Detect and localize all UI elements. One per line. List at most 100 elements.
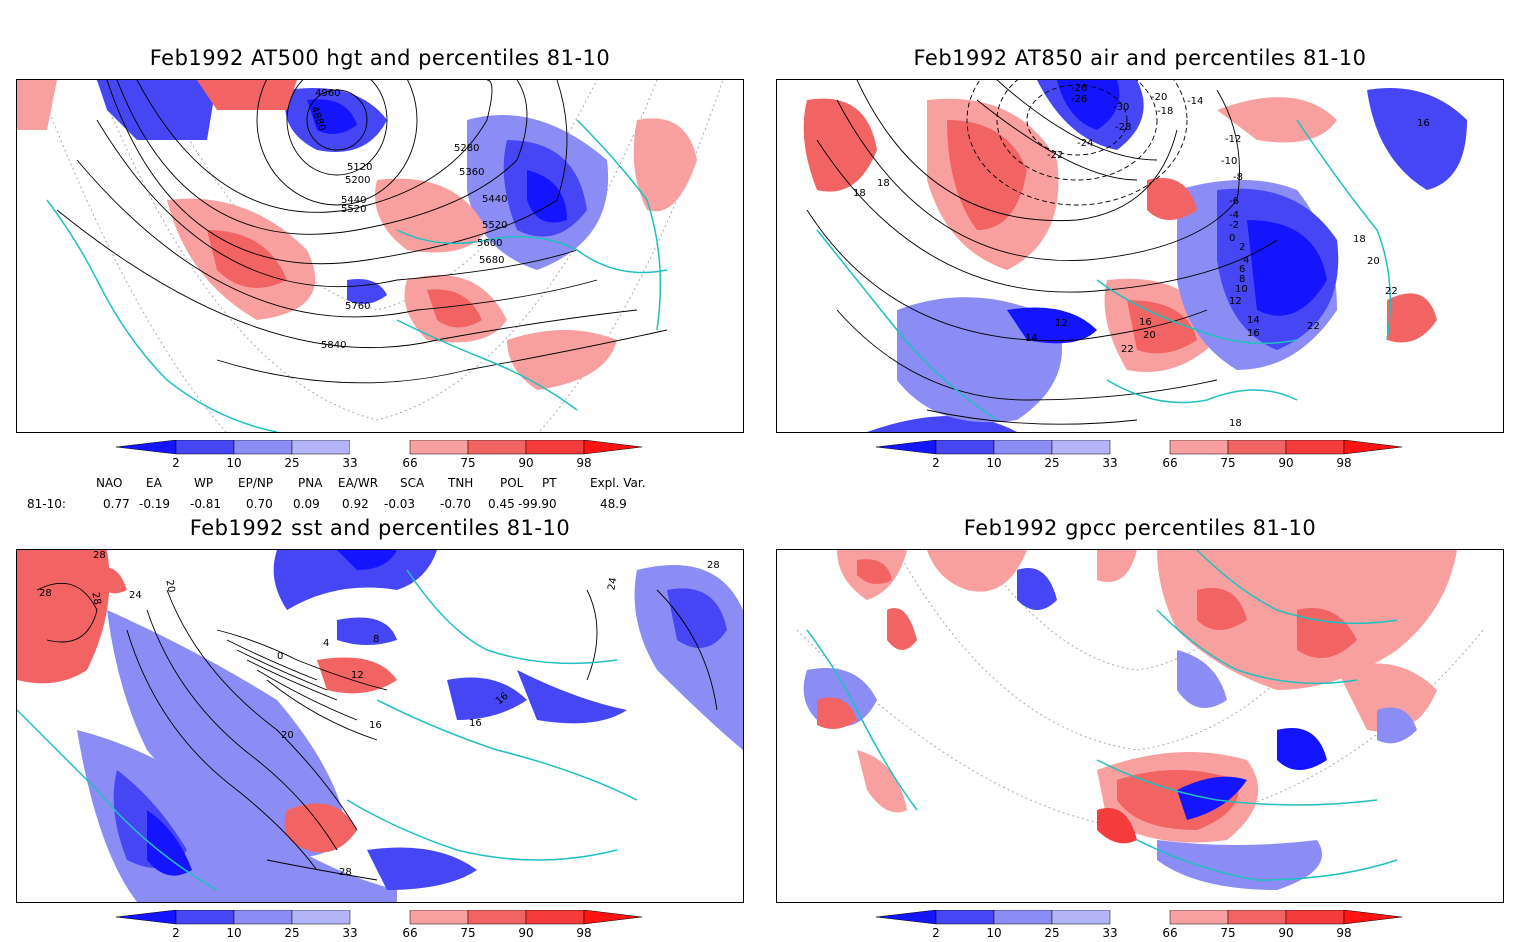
- contour-label: 20: [1367, 256, 1380, 267]
- contour-label: 5360: [459, 167, 484, 178]
- colorbar-tick: 25: [1044, 926, 1059, 938]
- contour-label: 0: [1229, 233, 1235, 244]
- index-header: EA: [146, 476, 162, 490]
- contour-label: 28: [89, 591, 102, 605]
- colorbar-tick: 98: [1336, 456, 1351, 468]
- contour-label: -18: [1157, 106, 1173, 117]
- map-panel-sst: 28 28 28 24 20 0 4 8 12 16 16 16 20 24 2…: [16, 549, 744, 903]
- colorbar-hgt: 2 10 25 33 66 75 90 98: [115, 439, 646, 470]
- colorbar-tick: 2: [932, 456, 940, 468]
- contour-label: 12: [351, 670, 364, 681]
- contour-label: 20: [1143, 330, 1156, 341]
- contour-labels-air: -26 -26 -30 -28 -24 -22 -20 -18 -14 -12 …: [853, 83, 1430, 429]
- contour-label: 28: [93, 550, 106, 561]
- colorbar-tick: 90: [1278, 926, 1293, 938]
- contour-label: 22: [1121, 344, 1134, 355]
- colorbar-tick: 66: [402, 456, 417, 468]
- colorbar-tick: 10: [986, 456, 1001, 468]
- index-row-label: 81-10:: [27, 497, 66, 511]
- contour-label: 5520: [482, 220, 507, 231]
- contour-label: 14: [1247, 315, 1260, 326]
- contour-label: 22: [1385, 286, 1398, 297]
- colorbar-tick: 75: [460, 926, 475, 938]
- colorbar-tick: 66: [1162, 926, 1177, 938]
- panel-title-gpcc: Feb1992 gpcc percentiles 81-10: [963, 516, 1317, 540]
- map-gpcc: [796, 550, 1484, 890]
- index-value: 0.45: [488, 497, 515, 511]
- index-value: 0.92: [342, 497, 369, 511]
- contour-label: 18: [877, 178, 890, 189]
- contour-label: -14: [1187, 96, 1203, 107]
- colorbar-tick: 90: [518, 926, 533, 938]
- index-header: PNA: [298, 476, 323, 490]
- contour-label: 12: [1055, 318, 1068, 329]
- colorbar-tick: 10: [226, 456, 241, 468]
- contour-label: 4: [1243, 255, 1249, 266]
- contour-label: -30: [1113, 102, 1129, 113]
- contour-label: 5200: [345, 175, 370, 186]
- colorbar-tick: 33: [342, 926, 357, 938]
- colorbar-tick: 2: [172, 456, 180, 468]
- map-panel-gpcc: [776, 549, 1504, 903]
- contour-label: 16: [1247, 328, 1260, 339]
- index-header: NAO: [96, 476, 123, 490]
- contour-label: 8: [1239, 274, 1245, 285]
- index-header: TNH: [448, 476, 474, 490]
- colorbar-tick: 98: [576, 926, 591, 938]
- index-header: POL: [500, 476, 524, 490]
- contour-label: 24: [606, 577, 619, 591]
- contour-label: 5520: [341, 204, 366, 215]
- contour-label: 12: [1229, 296, 1242, 307]
- contour-label: 20: [281, 730, 294, 741]
- colorbar-tick: 25: [284, 926, 299, 938]
- contour-label: 16: [1139, 317, 1152, 328]
- colorbar-tick: 98: [576, 456, 591, 468]
- contour-label: 18: [1353, 234, 1366, 245]
- contour-label: 5760: [345, 301, 370, 312]
- contour-label: 22: [1307, 321, 1320, 332]
- colorbar-tick: 2: [932, 926, 940, 938]
- contour-label: 18: [1229, 418, 1242, 429]
- contour-label: 2: [1239, 242, 1245, 253]
- contour-label: 5840: [321, 340, 346, 351]
- colorbar-tick: 33: [1102, 456, 1117, 468]
- contour-label: -4: [1229, 210, 1239, 221]
- index-value: 0.70: [246, 497, 273, 511]
- colorbar-tick: 98: [1336, 926, 1351, 938]
- colorbar-gpcc: 2 10 25 33 66 75 90 98: [875, 909, 1406, 940]
- contour-label: -22: [1047, 150, 1063, 161]
- panel-title-hgt: Feb1992 AT500 hgt and percentiles 81-10: [149, 46, 611, 70]
- colorbar-tick: 66: [1162, 456, 1177, 468]
- contour-label: 4: [323, 638, 329, 649]
- colorbar-tick: 10: [986, 926, 1001, 938]
- contour-label: -26: [1071, 83, 1087, 94]
- index-value: -0.81: [190, 497, 222, 511]
- contour-label: 14: [1025, 333, 1038, 344]
- contour-label: 16: [369, 720, 382, 731]
- colorbar-tick: 75: [460, 456, 475, 468]
- contour-label: 28: [707, 560, 720, 571]
- index-header: EA/WR: [338, 476, 379, 490]
- colorbar-tick: 25: [1044, 456, 1059, 468]
- contour-label: -8: [1233, 172, 1243, 183]
- contour-label: 5280: [454, 143, 479, 154]
- contour-label: 16: [1417, 118, 1430, 129]
- index-value: 48.9: [600, 497, 627, 511]
- panel-title-air: Feb1992 AT850 air and percentiles 81-10: [913, 46, 1367, 70]
- colorbar-tick: 2: [172, 926, 180, 938]
- panel-title-sst: Feb1992 sst and percentiles 81-10: [189, 516, 571, 540]
- colorbar-sst: 2 10 25 33 66 75 90 98: [115, 909, 646, 940]
- index-header: PT: [542, 476, 557, 490]
- contour-label: 4960: [315, 88, 340, 99]
- colorbar-tick: 25: [284, 456, 299, 468]
- contour-label: 5440: [482, 194, 507, 205]
- index-value: -0.19: [139, 497, 171, 511]
- map-panel-hgt: 4960 4880 5120 5200 5280 5360 5440 5440 …: [16, 79, 744, 433]
- colorbar-tick: 33: [342, 456, 357, 468]
- contour-labels-sst: 28 28 28 24 20 0 4 8 12 16 16 16 20 24 2…: [39, 550, 720, 878]
- contour-label: 20: [163, 579, 176, 593]
- colorbar-tick: 33: [1102, 926, 1117, 938]
- index-value: 0.77: [103, 497, 130, 511]
- contour-label: -2: [1229, 220, 1239, 231]
- index-header: SCA: [400, 476, 425, 490]
